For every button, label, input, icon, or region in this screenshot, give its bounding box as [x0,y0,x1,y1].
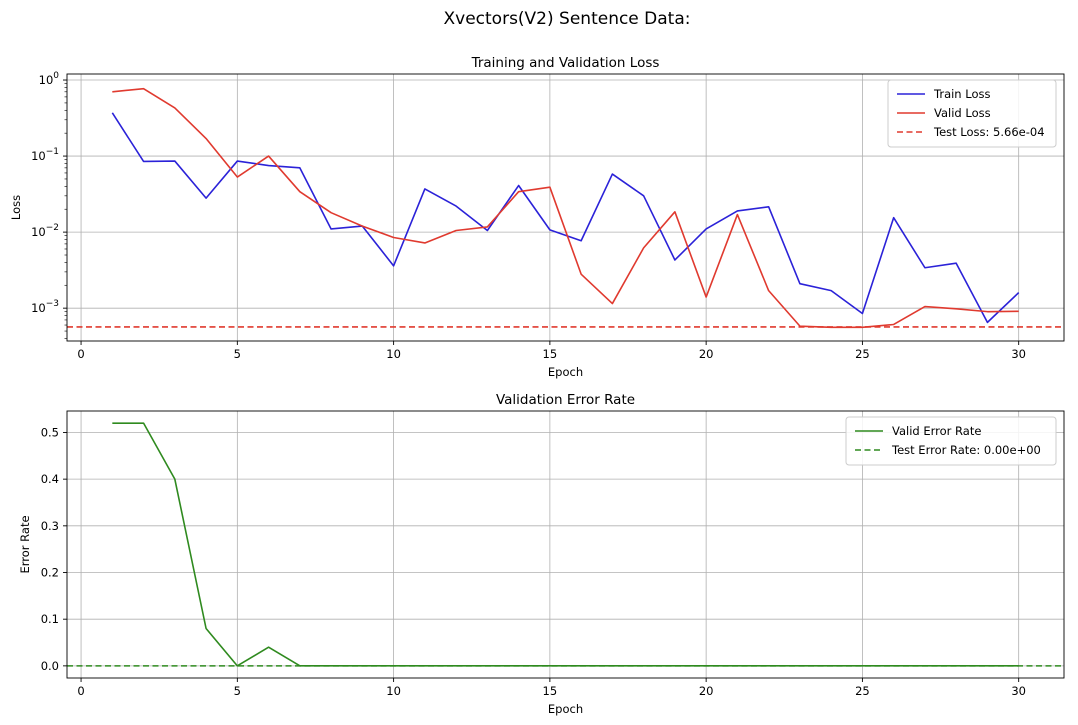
legend: Valid Error Rate Test Error Rate: 0.00e+0… [845,416,1057,466]
x-tick-label: 10 [386,684,401,698]
y-tick-label: 10−1 [31,147,59,163]
x-tick-label: 25 [855,684,870,698]
y-tick-label: 0.3 [41,519,59,533]
plot-frame [66,73,1065,342]
plot-title: Validation Error Rate [496,392,635,408]
y-tick-label: 10−2 [31,223,59,239]
legend-label: Test Error Rate: 0.00e+00 [891,443,1041,457]
plot-frame [66,410,1065,679]
legend: Train Loss Valid Loss Test Loss: 5.66e-04 [887,79,1057,148]
y-tick-label: 0.4 [41,472,59,486]
y-tick-label: 0.2 [41,566,59,580]
figure-title: Xvectors(V2) Sentence Data: [444,9,691,29]
y-tick-label: 0.0 [41,659,59,673]
series-line [112,87,1019,329]
x-tick-label: 30 [1011,684,1026,698]
series-line [111,112,1020,324]
x-tick-label: 15 [543,347,558,361]
y-tick-label: 0.1 [41,612,59,626]
y-axis-label: Error Rate [18,515,32,573]
x-axis-label: Epoch [548,365,583,379]
plot-title: Training and Validation Loss [471,55,660,71]
y-axis-label: Loss [9,195,23,220]
y-tick-label: 10−3 [31,299,59,315]
x-axis-label: Epoch [548,702,583,716]
x-tick-label: 5 [234,684,241,698]
x-tick-label: 0 [77,684,84,698]
legend-box [845,416,1057,466]
loss-plot: 0 5 10 15 20 25 30 10−3 10−2 10−1 100 Training and … [9,55,1065,379]
legend-label: Valid Error Rate [892,424,981,438]
legend-label: Test Loss: 5.66e-04 [933,125,1045,139]
x-tick-label: 5 [234,347,241,361]
x-tick-label: 15 [543,684,558,698]
y-tick-label: 100 [39,71,60,87]
y-tick-label: 0.5 [41,425,59,439]
x-tick-label: 0 [77,347,84,361]
legend-label: Valid Loss [934,106,991,120]
x-tick-label: 30 [1011,347,1026,361]
legend-label: Train Loss [933,87,990,101]
error-rate-plot: 0 5 10 15 20 25 30 0.0 0.1 0.2 0.3 0.4 0.5 Validation… [18,392,1065,716]
x-tick-label: 25 [855,347,870,361]
legend-box [887,79,1057,148]
x-tick-label: 20 [699,347,714,361]
x-tick-label: 20 [699,684,714,698]
x-tick-label: 10 [386,347,401,361]
